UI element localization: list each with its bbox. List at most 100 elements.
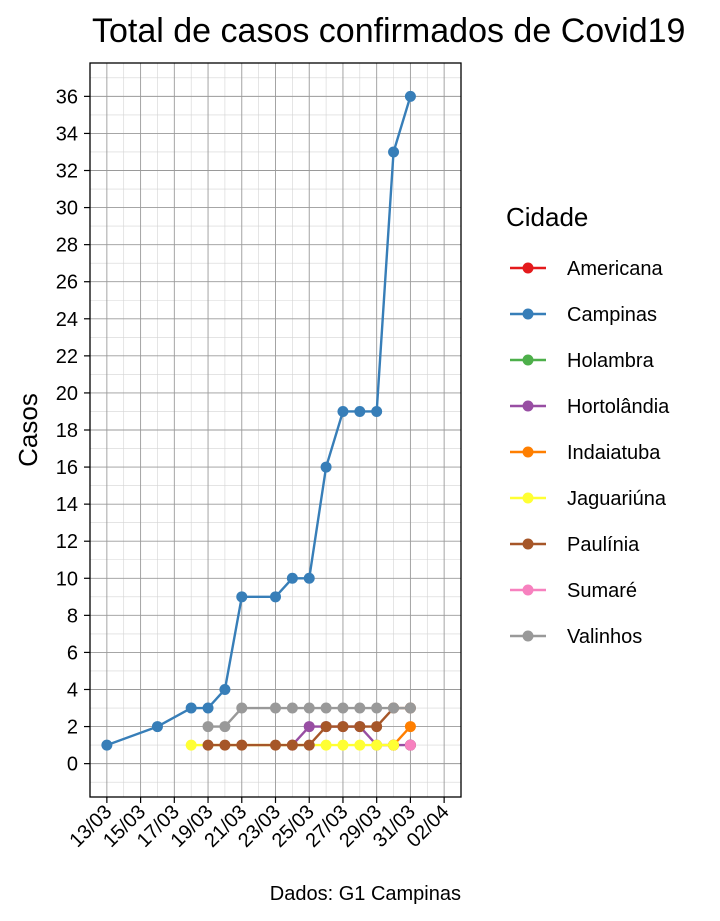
data-point — [404, 721, 416, 733]
data-point — [202, 739, 214, 751]
data-point — [354, 739, 366, 751]
chart-caption: Dados: G1 Campinas — [270, 883, 461, 905]
data-point — [354, 405, 366, 417]
legend: Americana Campinas Holambra Hortolândia Inda… — [510, 258, 670, 648]
y-tick-label: 16 — [56, 457, 78, 479]
y-tick-label: 22 — [56, 346, 78, 368]
legend-key-point — [522, 308, 534, 320]
x-axis: 13/0315/0317/0319/0321/0323/0325/0327/03… — [65, 797, 454, 852]
data-point — [404, 90, 416, 102]
data-point — [337, 405, 349, 417]
data-point — [202, 702, 214, 714]
data-point — [236, 591, 248, 603]
y-tick-label: 20 — [56, 383, 78, 405]
data-point — [388, 146, 400, 158]
legend-key-point — [522, 538, 534, 550]
data-point — [270, 702, 281, 714]
legend-item: Indaiatuba — [510, 442, 661, 464]
data-point — [404, 702, 416, 714]
legend-item: Hortolândia — [510, 396, 670, 418]
data-point — [337, 702, 349, 714]
y-tick-label: 30 — [56, 198, 78, 220]
legend-item: Jaguariúna — [510, 488, 667, 510]
series-layer — [101, 90, 416, 751]
data-point — [371, 739, 383, 751]
legend-key-point — [522, 400, 534, 412]
legend-title: Cidade — [506, 202, 588, 232]
legend-label: Valinhos — [567, 626, 642, 648]
legend-key-point — [522, 492, 534, 504]
data-point — [320, 461, 332, 473]
data-point — [303, 702, 315, 714]
legend-item: Paulínia — [510, 534, 640, 556]
data-point — [371, 721, 383, 733]
y-tick-label: 28 — [56, 235, 78, 257]
data-point — [354, 721, 366, 733]
legend-item: Campinas — [510, 304, 657, 326]
data-point — [270, 739, 281, 751]
data-point — [388, 702, 400, 714]
y-tick-label: 26 — [56, 272, 78, 294]
y-tick-label: 24 — [56, 309, 78, 331]
data-point — [303, 739, 315, 751]
data-point — [219, 721, 231, 733]
y-tick-label: 4 — [67, 679, 78, 701]
data-point — [320, 739, 332, 751]
legend-key-point — [522, 262, 534, 274]
data-point — [337, 739, 349, 751]
data-point — [151, 721, 163, 733]
legend-label: Holambra — [567, 350, 655, 372]
legend-label: Hortolândia — [567, 396, 670, 418]
y-tick-label: 0 — [67, 754, 78, 776]
legend-label: Americana — [567, 258, 663, 280]
grid — [89, 63, 462, 797]
data-point — [219, 683, 231, 695]
y-tick-label: 6 — [67, 642, 78, 664]
legend-item: Americana — [510, 258, 663, 280]
series-campinas — [101, 90, 416, 751]
data-point — [286, 702, 298, 714]
chart-title: Total de casos confirmados de Covid19 — [92, 12, 685, 50]
data-point — [320, 721, 332, 733]
data-point — [101, 739, 113, 751]
y-tick-label: 18 — [56, 420, 78, 442]
legend-item: Sumaré — [510, 580, 637, 602]
legend-label: Campinas — [567, 304, 657, 326]
y-tick-label: 12 — [56, 531, 78, 553]
y-tick-label: 2 — [67, 717, 78, 739]
series-sumaré — [404, 739, 416, 751]
data-point — [303, 572, 315, 584]
data-point — [236, 702, 248, 714]
y-tick-label: 14 — [56, 494, 78, 516]
data-point — [185, 702, 197, 714]
y-tick-label: 10 — [56, 568, 78, 590]
y-axis-title: Casos — [13, 393, 43, 467]
data-point — [388, 739, 400, 751]
data-point — [286, 739, 298, 751]
data-point — [185, 739, 197, 751]
legend-key-point — [522, 630, 534, 642]
data-point — [337, 721, 349, 733]
data-point — [270, 591, 281, 603]
legend-item: Valinhos — [510, 626, 642, 648]
legend-key-point — [522, 354, 534, 366]
y-tick-label: 32 — [56, 161, 78, 183]
legend-label: Paulínia — [567, 534, 640, 556]
data-point — [371, 702, 383, 714]
y-tick-label: 36 — [56, 86, 78, 108]
legend-label: Indaiatuba — [567, 442, 661, 464]
series-valinhos — [202, 702, 416, 733]
legend-label: Jaguariúna — [567, 488, 667, 510]
legend-item: Holambra — [510, 350, 655, 372]
data-point — [371, 405, 383, 417]
data-point — [202, 721, 214, 733]
y-tick-label: 34 — [56, 123, 78, 145]
legend-key-point — [522, 584, 534, 596]
data-point — [286, 572, 298, 584]
data-point — [404, 739, 416, 751]
legend-label: Sumaré — [567, 580, 637, 602]
data-point — [303, 721, 315, 733]
y-tick-label: 8 — [67, 605, 78, 627]
